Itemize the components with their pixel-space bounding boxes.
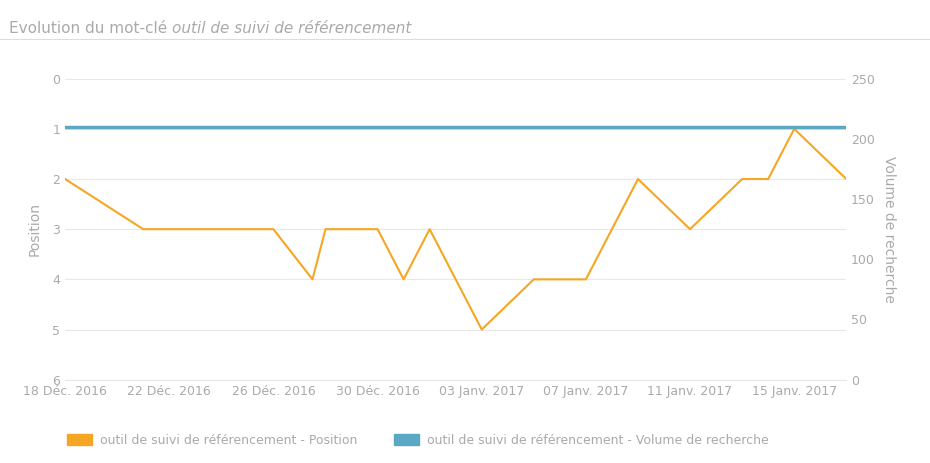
Y-axis label: Position: Position	[27, 202, 41, 256]
Text: Evolution du mot-clé: Evolution du mot-clé	[9, 21, 172, 36]
Legend: outil de suivi de référencement - Position, outil de suivi de référencement - Vo: outil de suivi de référencement - Positi…	[62, 429, 774, 452]
Y-axis label: Volume de recherche: Volume de recherche	[882, 156, 896, 303]
Text: outil de suivi de référencement: outil de suivi de référencement	[172, 21, 412, 36]
